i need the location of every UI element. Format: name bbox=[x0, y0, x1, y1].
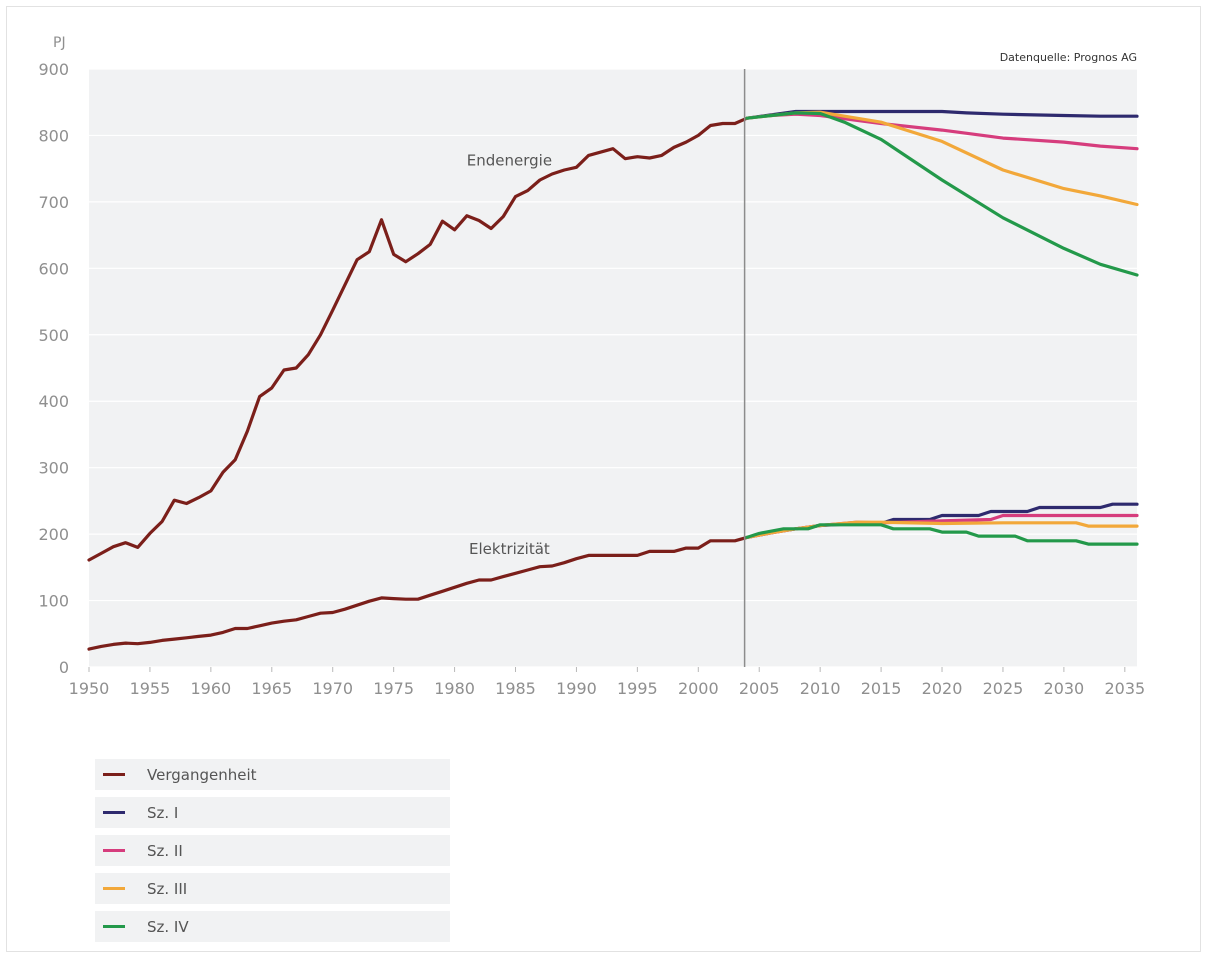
x-tick-label: 1960 bbox=[191, 679, 232, 698]
x-tick-label: 2030 bbox=[1044, 679, 1085, 698]
grid-lines bbox=[89, 68, 1137, 668]
legend-label: Sz. II bbox=[147, 841, 183, 860]
x-tick-label: 1985 bbox=[495, 679, 536, 698]
legend-item-sz-iv: Sz. IV bbox=[95, 911, 450, 942]
y-tick-label: 800 bbox=[38, 126, 69, 145]
y-tick-label: 0 bbox=[59, 658, 69, 677]
x-tick-label: 1980 bbox=[434, 679, 475, 698]
y-tick-label: 600 bbox=[38, 259, 69, 278]
series-line-elektrizitt-vergangenheit bbox=[87, 535, 749, 651]
x-tick-label: 1970 bbox=[312, 679, 353, 698]
y-tick-label: 700 bbox=[38, 193, 69, 212]
legend-swatch bbox=[103, 811, 125, 814]
legend-label: Sz. IV bbox=[147, 917, 189, 936]
x-tick-label: 2020 bbox=[922, 679, 963, 698]
y-tick-label: 500 bbox=[38, 326, 69, 345]
x-tick-label: 2010 bbox=[800, 679, 841, 698]
x-tick-label: 1995 bbox=[617, 679, 658, 698]
y-tick-label: 300 bbox=[38, 459, 69, 478]
series-line-endenergie-sz-iv bbox=[745, 111, 1139, 277]
series-layer bbox=[87, 109, 1139, 651]
legend-label: Vergangenheit bbox=[147, 765, 257, 784]
legend-item-sz-ii: Sz. II bbox=[95, 835, 450, 866]
series-line-elektrizitt-sz-iv bbox=[745, 523, 1139, 546]
annotation-elektrizitaet: Elektrizität bbox=[469, 540, 550, 558]
axis-ticks: 0 100 200 300 400 500 600 700 800 900 1950 1955 1960… bbox=[38, 60, 1145, 698]
legend-swatch bbox=[103, 773, 125, 776]
y-unit-label: PJ bbox=[53, 35, 66, 51]
x-tick-label: 1965 bbox=[251, 679, 292, 698]
y-tick-label: 100 bbox=[38, 592, 69, 611]
x-tick-label: 2035 bbox=[1104, 679, 1145, 698]
source-note: Datenquelle: Prognos AG bbox=[1000, 51, 1137, 64]
plot-area bbox=[89, 69, 1137, 667]
legend-swatch bbox=[103, 887, 125, 890]
x-tick-label: 2000 bbox=[678, 679, 719, 698]
legend-label: Sz. III bbox=[147, 879, 188, 898]
legend-item-sz-i: Sz. I bbox=[95, 797, 450, 828]
chart-frame: 0 100 200 300 400 500 600 700 800 900 1950 1955 1960… bbox=[6, 6, 1201, 952]
x-tick-label: 2025 bbox=[983, 679, 1024, 698]
x-tick-label: 1955 bbox=[130, 679, 171, 698]
line-chart: 0 100 200 300 400 500 600 700 800 900 1950 1955 1960… bbox=[38, 35, 1145, 698]
legend-swatch bbox=[103, 849, 125, 852]
legend: Vergangenheit Sz. I Sz. II Sz. III Sz. I… bbox=[95, 759, 450, 949]
x-tick-label: 2015 bbox=[861, 679, 902, 698]
legend-item-vergangenheit: Vergangenheit bbox=[95, 759, 450, 790]
y-tick-label: 900 bbox=[38, 60, 69, 79]
x-tick-label: 1950 bbox=[69, 679, 110, 698]
legend-item-sz-iii: Sz. III bbox=[95, 873, 450, 904]
x-tick-label: 1990 bbox=[556, 679, 597, 698]
y-tick-label: 400 bbox=[38, 392, 69, 411]
x-tick-label: 2005 bbox=[739, 679, 780, 698]
series-line-endenergie-vergangenheit bbox=[87, 116, 749, 562]
legend-swatch bbox=[103, 925, 125, 928]
annotation-endenergie: Endenergie bbox=[467, 151, 552, 169]
x-tick-label: 1975 bbox=[373, 679, 414, 698]
y-tick-label: 200 bbox=[38, 525, 69, 544]
legend-label: Sz. I bbox=[147, 803, 179, 822]
